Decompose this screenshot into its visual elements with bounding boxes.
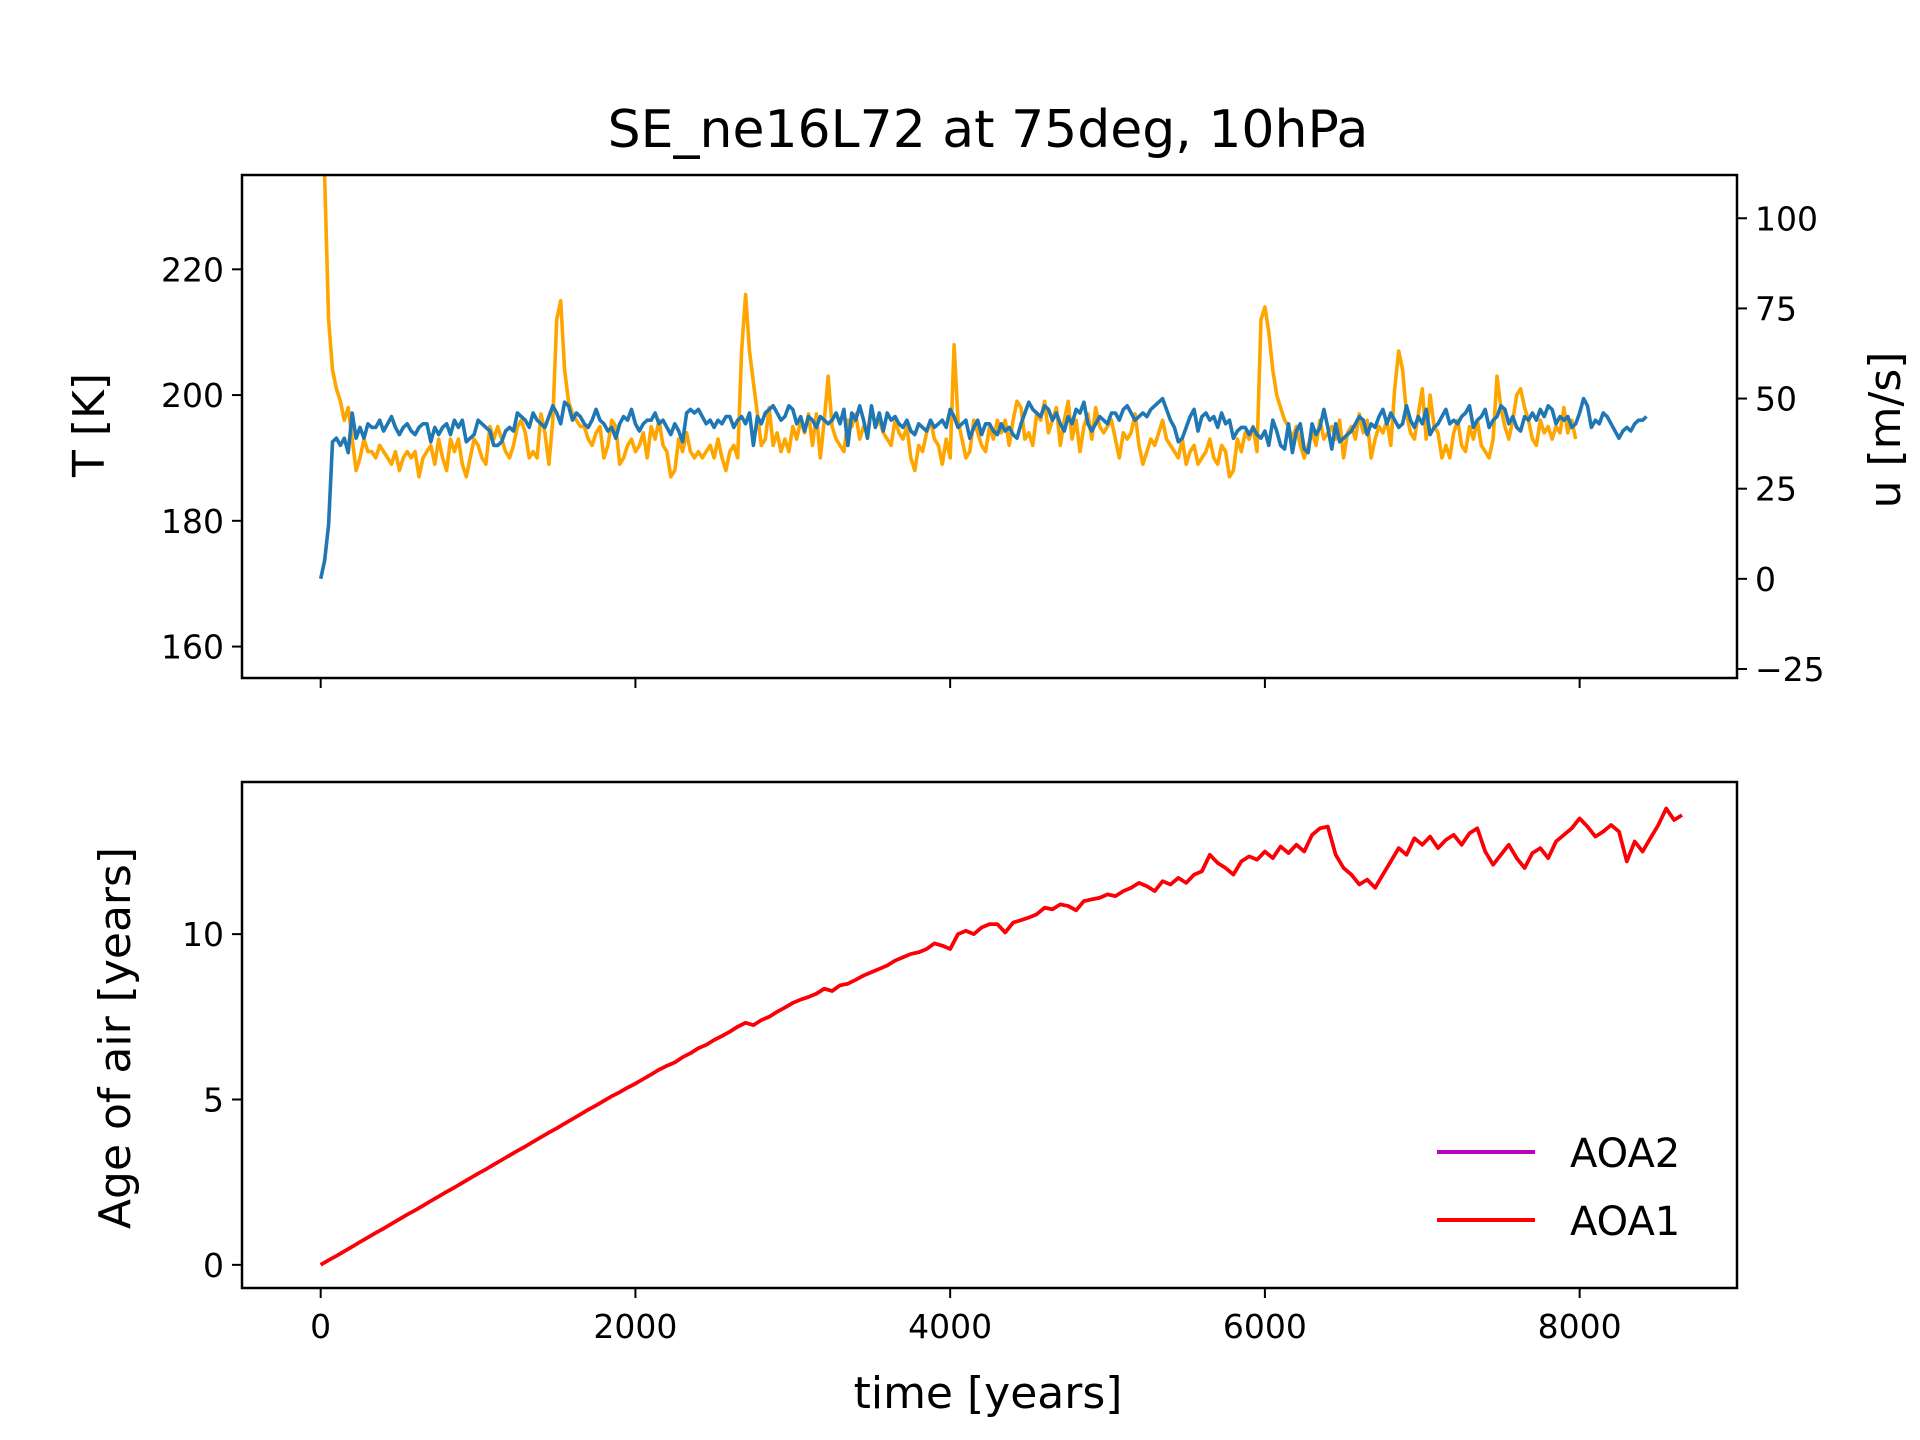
bottom-x-tick-label: 0: [310, 1307, 331, 1346]
legend-label-aoa2: AOA2: [1570, 1131, 1680, 1177]
top-y2-tick-label: −25: [1755, 650, 1825, 689]
bottom-y-tick-label: 10: [182, 915, 224, 954]
top-y-tick-label: 180: [161, 502, 224, 541]
top-y-axis-label: T [K]: [64, 373, 115, 478]
bottom-y-tick-label: 5: [203, 1080, 224, 1119]
bottom-x-tick-label: 4000: [908, 1307, 992, 1346]
chart-title: SE_ne16L72 at 75deg, 10hPa: [608, 100, 1369, 160]
top-y-tick-label: 220: [161, 250, 224, 289]
top-y2-tick-label: 75: [1755, 289, 1797, 328]
bottom-x-tick-label: 6000: [1223, 1307, 1307, 1346]
top-y-tick-label: 160: [161, 628, 224, 667]
top-y2-tick-label: 25: [1755, 470, 1797, 509]
bottom-x-axis: 0 2000 4000 6000 8000: [310, 1288, 1622, 1346]
top-panel: 160 180 200 220 −25 0 25 50 75 100 T [K] u [m/s]: [64, 173, 1911, 689]
x-axis-label: time [years]: [854, 1368, 1123, 1419]
bottom-y-tick-label: 0: [203, 1246, 224, 1285]
temperature-series-line: [322, 175, 1578, 479]
top-plot-frame: [240, 173, 1739, 680]
series-line-aoa1: [319, 806, 1683, 1267]
top-series-layer: [318, 175, 1648, 580]
top-right-axis: −25 0 25 50 75 100: [1737, 199, 1825, 689]
bottom-series-layer: [319, 806, 1683, 1267]
top-y2-tick-label: 0: [1755, 560, 1776, 599]
legend: AOA2 AOA1: [1437, 1131, 1680, 1245]
top-y2-axis-label: u [m/s]: [1860, 352, 1911, 509]
top-left-axis: 160 180 200 220: [161, 250, 242, 667]
top-y2-tick-label: 100: [1755, 199, 1818, 238]
bottom-x-tick-label: 8000: [1538, 1307, 1622, 1346]
bottom-y-axis-label: Age of air [years]: [90, 847, 141, 1229]
bottom-x-tick-label: 2000: [593, 1307, 677, 1346]
wind-series-line: [318, 396, 1648, 580]
top-y-tick-label: 200: [161, 376, 224, 415]
legend-label-aoa1: AOA1: [1570, 1199, 1680, 1245]
bottom-y-axis: 0 5 10: [182, 915, 242, 1285]
top-y2-tick-label: 50: [1755, 380, 1797, 419]
top-x-axis: [319, 678, 1581, 688]
bottom-plot-frame: [240, 780, 1739, 1290]
bottom-panel: 0 5 10 0 2000 4000 6000 8000 Age of air [years…: [90, 780, 1739, 1419]
